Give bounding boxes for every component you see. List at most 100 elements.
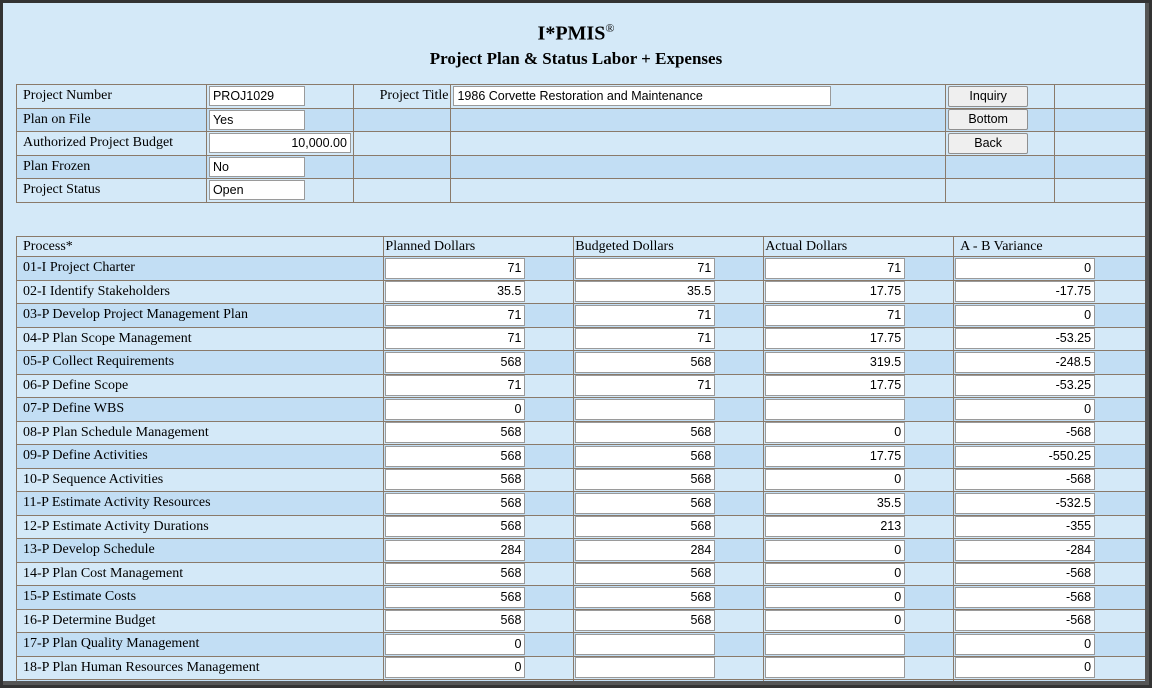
bottom-button[interactable]: Bottom — [948, 109, 1029, 131]
budgeted-dollars-field[interactable]: 568 — [575, 516, 716, 538]
page-subtitle: Project Plan & Status Labor + Expenses — [429, 48, 723, 68]
variance-field[interactable]: -248.5 — [955, 351, 1096, 373]
planned-dollars-field[interactable]: 568 — [385, 563, 526, 585]
planned-dollars-field[interactable]: 568 — [385, 422, 526, 444]
project-title-field[interactable]: 1986 Corvette Restoration and Maintenanc… — [453, 86, 832, 107]
actual-dollars-field[interactable]: 319.5 — [765, 351, 906, 373]
budgeted-dollars-field[interactable] — [575, 633, 716, 655]
planned-dollars-field[interactable]: 71 — [385, 375, 526, 397]
actual-dollars-field[interactable]: 71 — [765, 257, 906, 279]
planned-dollars-field[interactable]: 568 — [385, 445, 526, 467]
variance-field[interactable]: -53.25 — [955, 328, 1096, 350]
budgeted-dollars-field[interactable] — [575, 398, 716, 420]
planned-dollars-field[interactable]: 568 — [385, 351, 526, 373]
cell-budgeted — [573, 655, 765, 680]
budgeted-dollars-field[interactable] — [575, 657, 716, 679]
variance-field[interactable]: -53.25 — [955, 375, 1096, 397]
table-row — [15, 679, 1146, 685]
budgeted-dollars-field[interactable]: 568 — [575, 563, 716, 585]
planned-dollars-field[interactable]: 0 — [385, 398, 526, 420]
planned-dollars-field[interactable]: 71 — [385, 304, 526, 326]
variance-field[interactable]: 0 — [955, 257, 1096, 279]
budgeted-dollars-field[interactable]: 71 — [575, 257, 716, 279]
back-button[interactable]: Back — [948, 132, 1029, 154]
project-status-field[interactable]: Open — [208, 180, 305, 201]
variance-field[interactable]: 0 — [955, 633, 1096, 655]
actual-dollars-field[interactable]: 17.75 — [765, 328, 906, 350]
app-title: I*PMIS® — [537, 21, 615, 45]
planned-dollars-field[interactable]: 71 — [385, 328, 526, 350]
variance-field[interactable]: -17.75 — [955, 281, 1096, 303]
variance-field[interactable]: 0 — [955, 398, 1096, 420]
inquiry-button[interactable]: Inquiry — [948, 85, 1029, 107]
table-row: 06-P Define Scope 71 71 17.75 -53.25 — [15, 373, 1146, 398]
process-name: 10-P Sequence Activities — [15, 467, 385, 492]
cell-actual: 0 — [763, 585, 955, 610]
cell-actual: 0 — [763, 561, 955, 586]
cell-actual — [763, 632, 955, 657]
variance-field[interactable]: -568 — [955, 610, 1096, 632]
planned-dollars-field[interactable]: 568 — [385, 492, 526, 514]
planned-dollars-field[interactable]: 71 — [385, 257, 526, 279]
actual-dollars-field[interactable]: 0 — [765, 610, 906, 632]
planned-dollars-field[interactable]: 284 — [385, 539, 526, 561]
actual-dollars-field[interactable]: 0 — [765, 539, 906, 561]
budgeted-dollars-field[interactable]: 284 — [575, 539, 716, 561]
actual-dollars-field[interactable] — [765, 633, 906, 655]
variance-field[interactable]: 0 — [955, 304, 1096, 326]
planned-dollars-field[interactable]: 0 — [385, 633, 526, 655]
actual-dollars-field[interactable]: 0 — [765, 422, 906, 444]
budgeted-dollars-field[interactable]: 71 — [575, 328, 716, 350]
process-name: 08-P Plan Schedule Management — [15, 420, 385, 445]
variance-field[interactable]: -568 — [955, 586, 1096, 608]
budgeted-dollars-field[interactable]: 568 — [575, 492, 716, 514]
actual-dollars-field[interactable]: 213 — [765, 516, 906, 538]
budgeted-dollars-field[interactable]: 568 — [575, 469, 716, 491]
variance-field[interactable]: -355 — [955, 516, 1096, 538]
planned-dollars-field[interactable]: 35.5 — [385, 281, 526, 303]
actual-dollars-field[interactable]: 71 — [765, 304, 906, 326]
actual-dollars-field[interactable] — [765, 680, 906, 685]
budgeted-dollars-field[interactable]: 568 — [575, 586, 716, 608]
column-header-planned: Planned Dollars — [383, 236, 575, 257]
variance-field[interactable]: -550.25 — [955, 445, 1096, 467]
table-row: 05-P Collect Requirements 568 568 319.5 -248… — [15, 350, 1146, 375]
variance-field[interactable]: -532.5 — [955, 492, 1096, 514]
plan-frozen-field[interactable]: No — [208, 156, 305, 177]
variance-field[interactable]: -568 — [955, 469, 1096, 491]
actual-dollars-field[interactable]: 0 — [765, 586, 906, 608]
budgeted-dollars-field[interactable]: 568 — [575, 445, 716, 467]
planned-dollars-field[interactable]: 0 — [385, 657, 526, 679]
variance-field[interactable] — [955, 680, 1096, 685]
budgeted-dollars-field[interactable]: 35.5 — [575, 281, 716, 303]
actual-dollars-field[interactable] — [765, 657, 906, 679]
plan-on-file-field[interactable]: Yes — [208, 109, 305, 130]
planned-dollars-field[interactable]: 568 — [385, 586, 526, 608]
planned-dollars-field[interactable]: 568 — [385, 469, 526, 491]
budgeted-dollars-field[interactable]: 568 — [575, 610, 716, 632]
planned-dollars-field[interactable]: 568 — [385, 516, 526, 538]
planned-dollars-field[interactable]: 568 — [385, 610, 526, 632]
planned-dollars-field[interactable] — [385, 680, 526, 685]
actual-dollars-field[interactable]: 0 — [765, 563, 906, 585]
actual-dollars-field[interactable]: 35.5 — [765, 492, 906, 514]
budget-field[interactable]: 10,000.00 — [208, 133, 351, 154]
actual-dollars-field[interactable]: 17.75 — [765, 281, 906, 303]
cell-planned: 568 — [383, 350, 575, 375]
table-row: 15-P Estimate Costs 568 568 0 -568 — [15, 585, 1146, 610]
budgeted-dollars-field[interactable]: 568 — [575, 351, 716, 373]
actual-dollars-field[interactable]: 17.75 — [765, 375, 906, 397]
budgeted-dollars-field[interactable]: 71 — [575, 304, 716, 326]
budgeted-dollars-field[interactable] — [575, 680, 716, 685]
variance-field[interactable]: -568 — [955, 563, 1096, 585]
actual-dollars-field[interactable]: 0 — [765, 469, 906, 491]
variance-field[interactable]: 0 — [955, 657, 1096, 679]
table-row: 01-I Project Charter 71 71 71 0 — [15, 256, 1146, 281]
budgeted-dollars-field[interactable]: 568 — [575, 422, 716, 444]
budgeted-dollars-field[interactable]: 71 — [575, 375, 716, 397]
actual-dollars-field[interactable]: 17.75 — [765, 445, 906, 467]
project-number-field[interactable]: PROJ1029 — [208, 86, 305, 107]
actual-dollars-field[interactable] — [765, 398, 906, 420]
variance-field[interactable]: -568 — [955, 422, 1096, 444]
variance-field[interactable]: -284 — [955, 539, 1096, 561]
